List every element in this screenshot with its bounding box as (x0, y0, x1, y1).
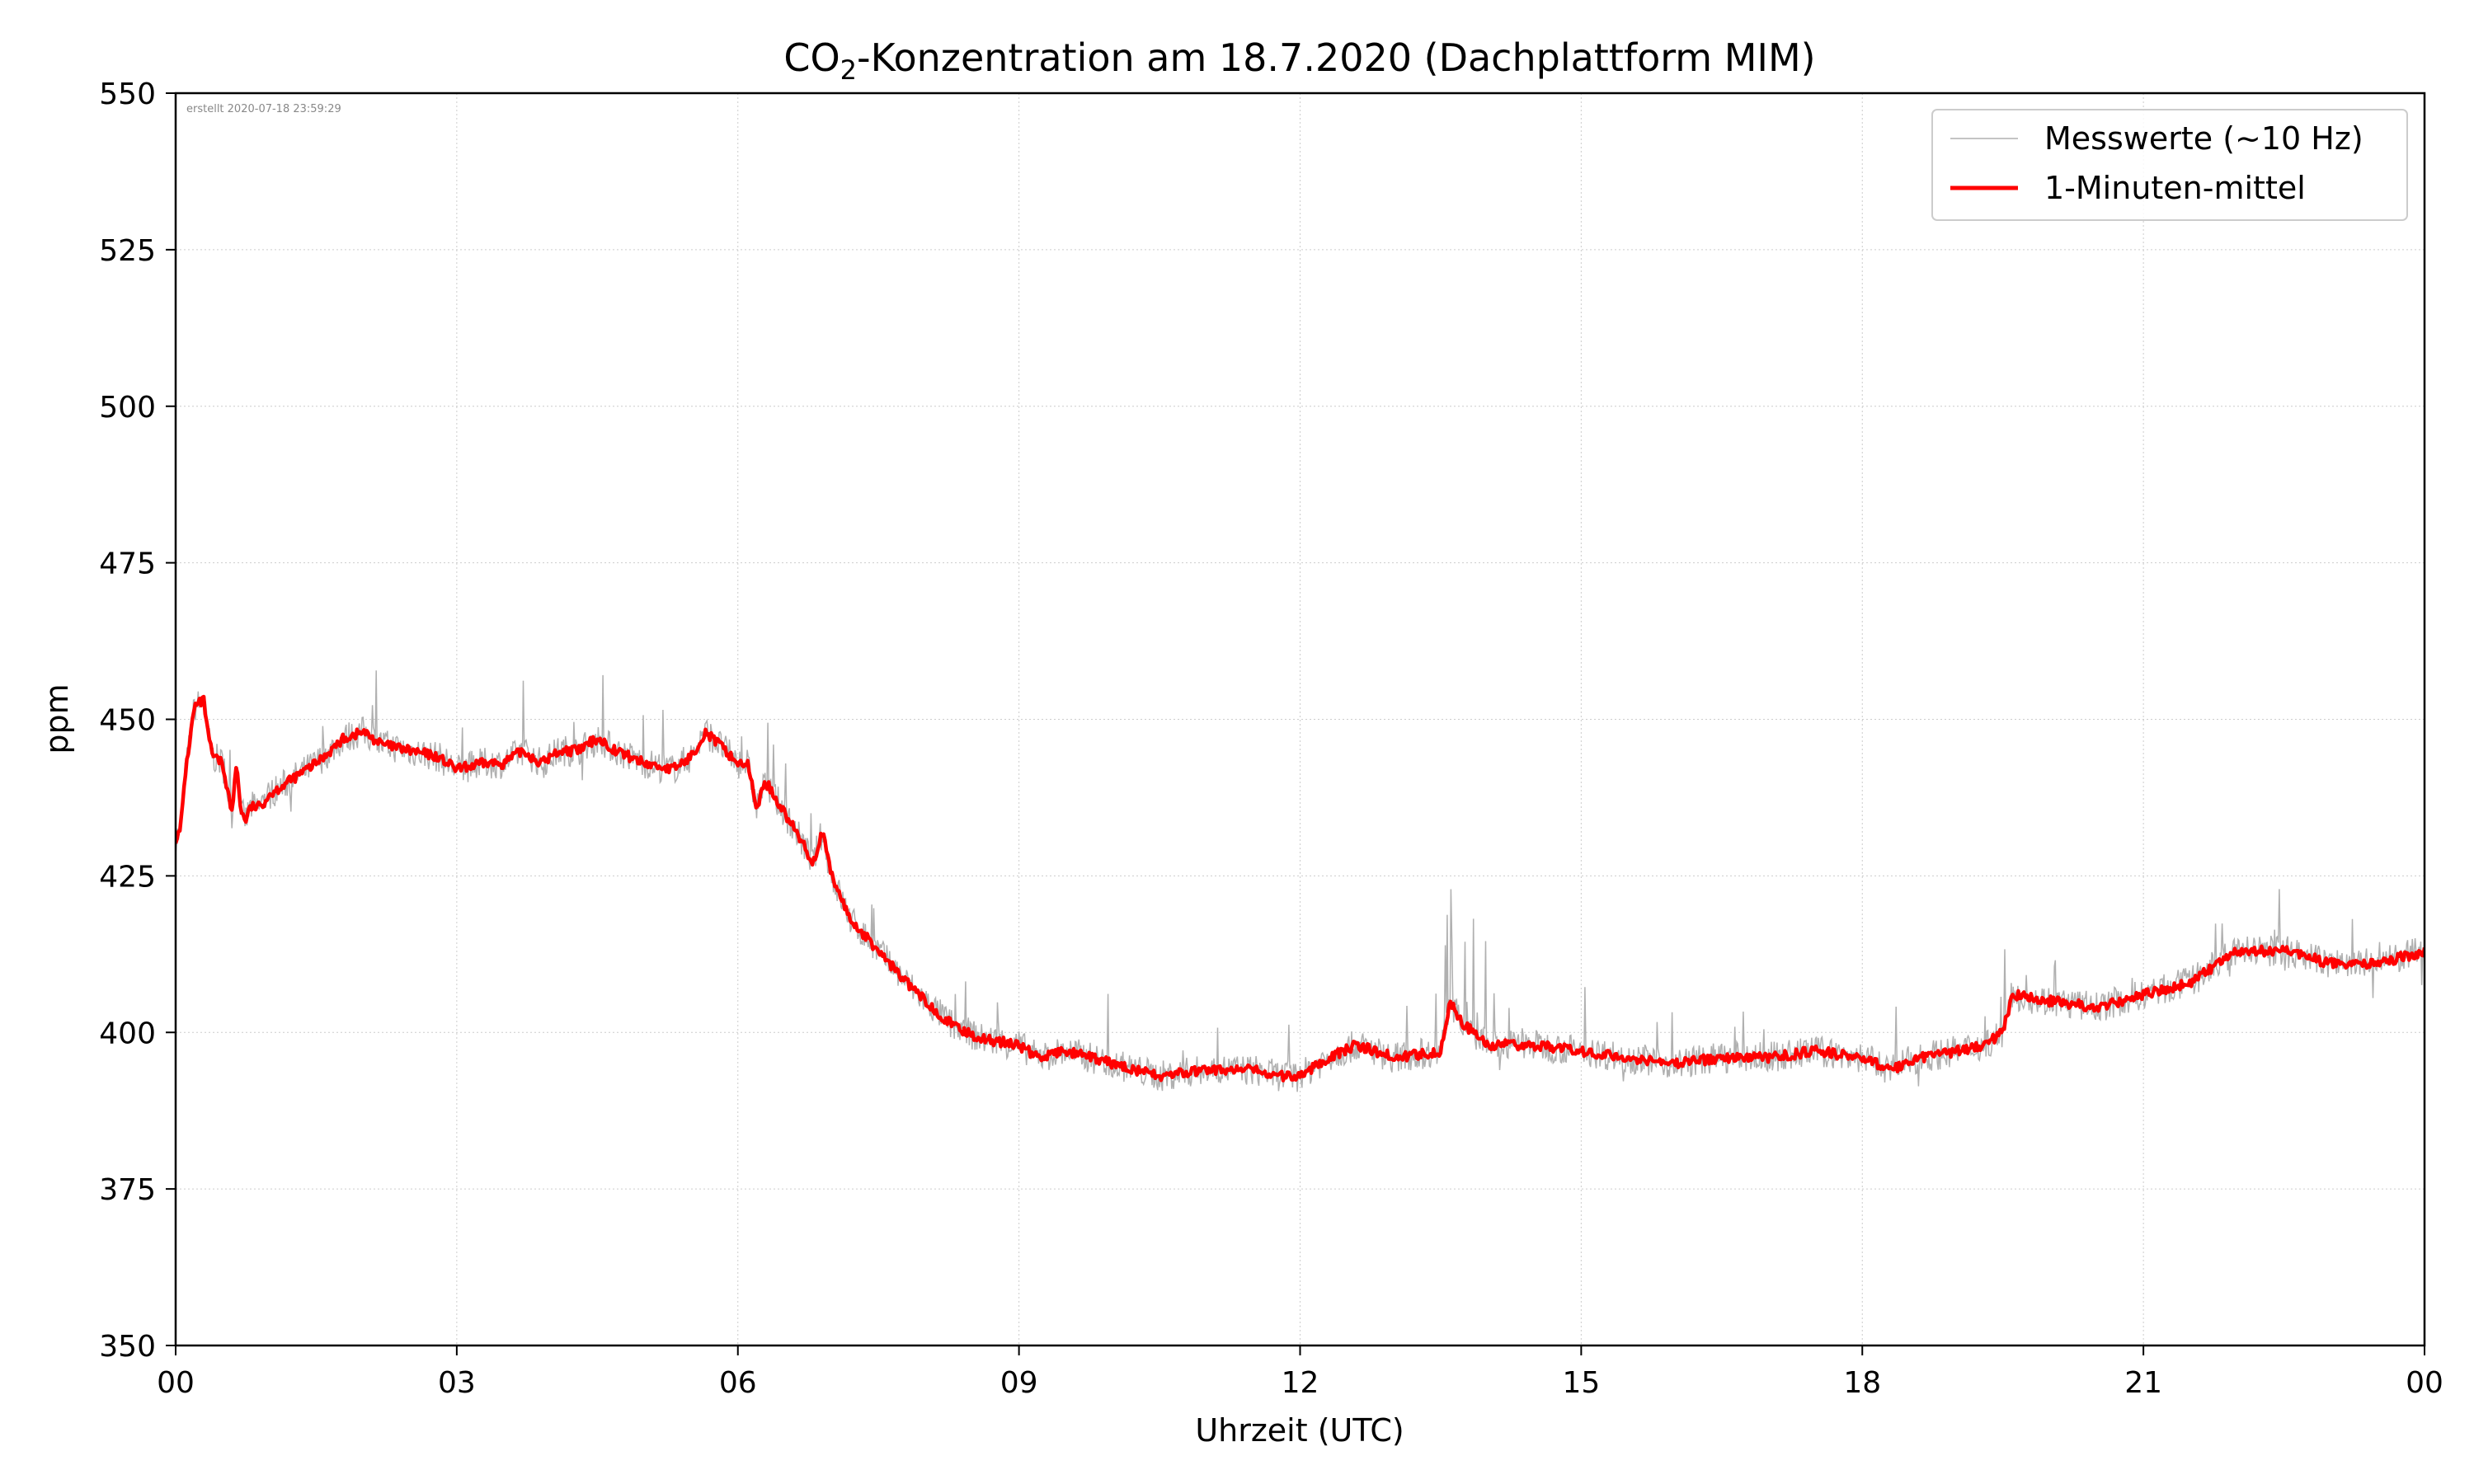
x-axis-label: Uhrzeit (UTC) (1195, 1412, 1404, 1449)
y-tick-label: 400 (99, 1017, 156, 1050)
y-axis: 350 375 400 425 450 475 500 525 550 (99, 77, 176, 1364)
y-tick-label: 525 (99, 234, 156, 268)
chart-title: CO2-Konzentration am 18.7.2020 (Dachplat… (783, 35, 1815, 86)
chart-title-subscript: 2 (840, 54, 857, 86)
y-tick-label: 475 (99, 547, 156, 581)
y-tick-label: 425 (99, 860, 156, 894)
x-tick-label: 21 (2124, 1366, 2162, 1400)
legend-label-measurements: Messwerte (~10 Hz) (2044, 120, 2363, 157)
y-tick-label: 550 (99, 77, 156, 111)
y-tick-label: 375 (99, 1173, 156, 1207)
series-measurements-line (176, 670, 2425, 1092)
x-tick-label: 06 (719, 1366, 757, 1400)
plot-area (176, 670, 2425, 1092)
legend: Messwerte (~10 Hz) 1-Minuten-mittel (1931, 109, 2408, 221)
x-tick-label: 15 (1562, 1366, 1600, 1400)
x-tick-label: 03 (438, 1366, 476, 1400)
legend-label-minute-mean: 1-Minuten-mittel (2044, 170, 2306, 206)
x-tick-label: 18 (1843, 1366, 1881, 1400)
y-tick-label: 350 (99, 1330, 156, 1364)
x-tick-label: 00 (157, 1366, 195, 1400)
y-axis-label: ppm (39, 683, 75, 754)
legend-box (1931, 109, 2408, 221)
creation-timestamp-annotation: erstellt 2020-07-18 23:59:29 (186, 103, 341, 115)
y-tick-label: 450 (99, 704, 156, 738)
x-axis: 00 03 06 09 12 15 18 21 00 (157, 1345, 2443, 1400)
x-tick-label: 09 (1000, 1366, 1038, 1400)
series-minute-mean-line (176, 694, 2425, 1082)
y-tick-label: 500 (99, 391, 156, 425)
x-tick-label: 12 (1282, 1366, 1319, 1400)
x-tick-label: 00 (2406, 1366, 2443, 1400)
grid-lines (176, 93, 2425, 1345)
